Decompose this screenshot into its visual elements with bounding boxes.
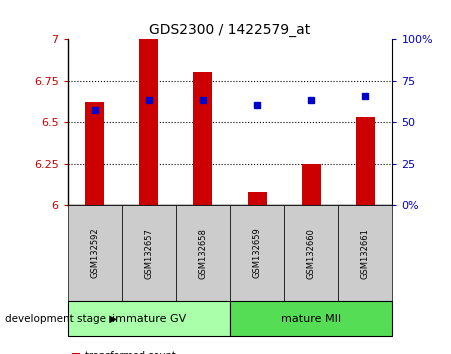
Bar bbox=[248, 192, 267, 205]
Text: GSM132658: GSM132658 bbox=[198, 228, 207, 279]
Bar bbox=[302, 164, 321, 205]
Text: GSM132659: GSM132659 bbox=[253, 228, 262, 279]
Text: GSM132661: GSM132661 bbox=[361, 228, 370, 279]
Bar bbox=[139, 39, 158, 205]
Title: GDS2300 / 1422579_at: GDS2300 / 1422579_at bbox=[149, 23, 311, 36]
Text: immature GV: immature GV bbox=[112, 314, 186, 324]
Text: transformed count: transformed count bbox=[85, 351, 175, 354]
Text: GSM132657: GSM132657 bbox=[144, 228, 153, 279]
Bar bbox=[85, 102, 104, 205]
Text: GSM132660: GSM132660 bbox=[307, 228, 316, 279]
Text: development stage ▶: development stage ▶ bbox=[5, 314, 117, 324]
Text: GSM132592: GSM132592 bbox=[90, 228, 99, 279]
Bar bbox=[193, 72, 212, 205]
Bar bbox=[356, 117, 375, 205]
Text: mature MII: mature MII bbox=[281, 314, 341, 324]
